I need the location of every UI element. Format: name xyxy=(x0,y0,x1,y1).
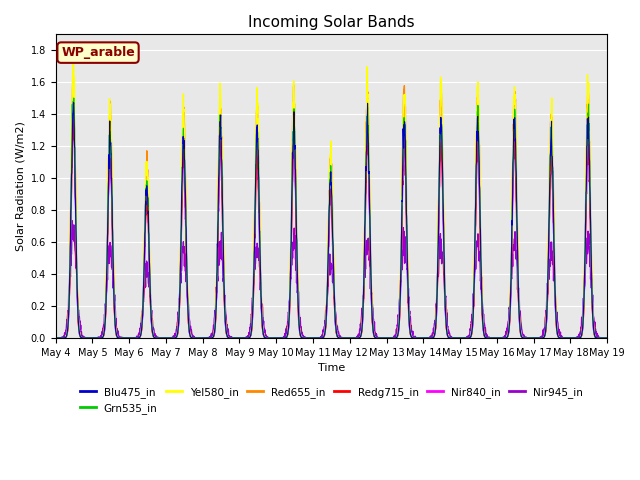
Text: WP_arable: WP_arable xyxy=(61,46,135,59)
Legend: Blu475_in, Grn535_in, Yel580_in, Red655_in, Redg715_in, Nir840_in, Nir945_in: Blu475_in, Grn535_in, Yel580_in, Red655_… xyxy=(76,383,587,418)
Title: Incoming Solar Bands: Incoming Solar Bands xyxy=(248,15,415,30)
Y-axis label: Solar Radiation (W/m2): Solar Radiation (W/m2) xyxy=(15,121,25,251)
X-axis label: Time: Time xyxy=(318,363,345,373)
